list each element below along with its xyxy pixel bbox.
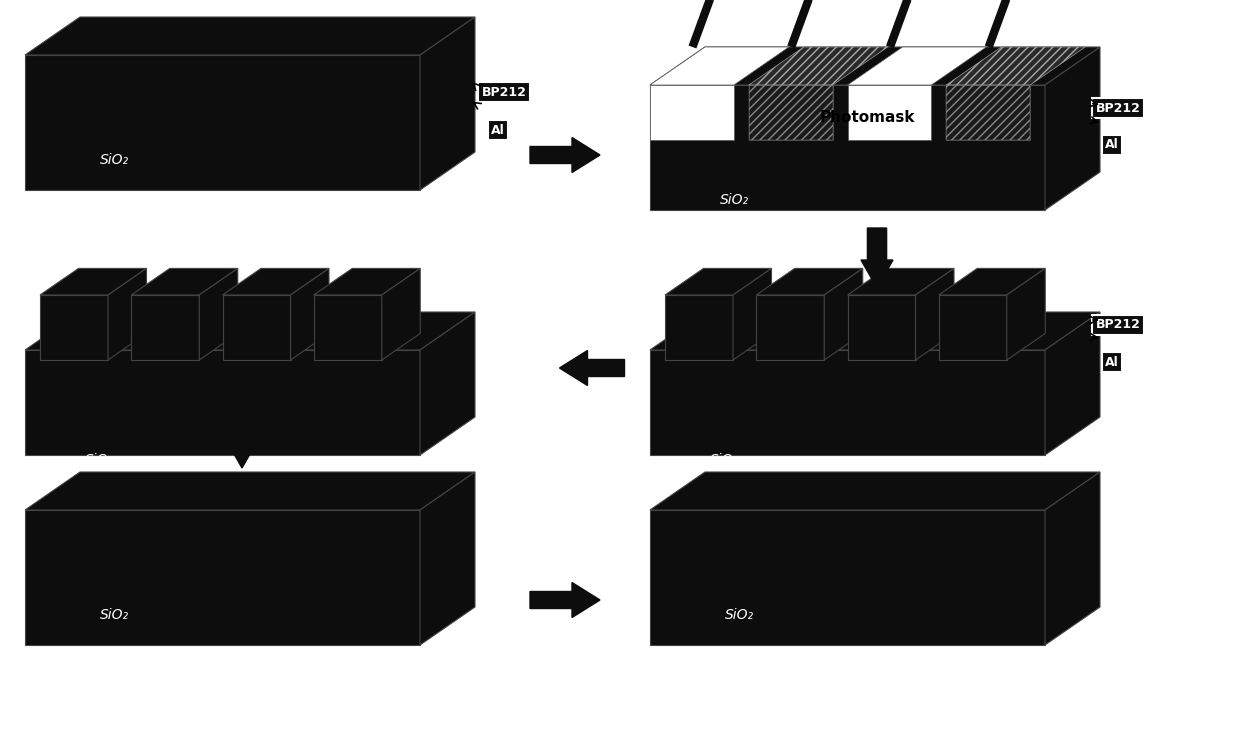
Text: Photomask: Photomask (820, 110, 915, 124)
Polygon shape (314, 269, 420, 295)
Polygon shape (200, 269, 238, 360)
Polygon shape (290, 269, 329, 360)
Polygon shape (650, 312, 1100, 350)
Polygon shape (847, 269, 954, 295)
FancyArrow shape (861, 228, 893, 288)
Polygon shape (847, 295, 915, 360)
Polygon shape (25, 510, 420, 645)
Polygon shape (131, 295, 200, 360)
Text: SiO₂: SiO₂ (100, 153, 129, 167)
Polygon shape (650, 85, 734, 140)
Polygon shape (749, 85, 833, 140)
Polygon shape (665, 269, 771, 295)
Polygon shape (314, 295, 382, 360)
Text: SiO₂: SiO₂ (100, 608, 129, 622)
Polygon shape (665, 295, 733, 360)
Text: Al: Al (1105, 356, 1118, 368)
Polygon shape (915, 269, 954, 360)
Polygon shape (382, 269, 420, 360)
Polygon shape (825, 269, 863, 360)
Polygon shape (733, 269, 771, 360)
Polygon shape (650, 85, 1045, 210)
Polygon shape (40, 269, 146, 295)
Polygon shape (25, 312, 475, 350)
Polygon shape (650, 350, 1045, 455)
FancyArrow shape (226, 408, 258, 468)
Polygon shape (749, 47, 888, 85)
Polygon shape (40, 295, 108, 360)
Polygon shape (25, 55, 420, 190)
Text: SiO₂: SiO₂ (725, 608, 754, 622)
Polygon shape (847, 47, 987, 85)
Polygon shape (650, 47, 789, 85)
Polygon shape (946, 47, 1085, 85)
Polygon shape (420, 312, 475, 455)
Text: BP212: BP212 (1096, 318, 1141, 332)
Polygon shape (1007, 269, 1045, 360)
FancyArrow shape (559, 351, 625, 386)
Text: Al: Al (491, 124, 505, 136)
Text: BP212: BP212 (1096, 102, 1141, 114)
Polygon shape (946, 85, 1030, 140)
Polygon shape (25, 17, 475, 55)
Text: BP212: BP212 (481, 86, 527, 99)
Polygon shape (131, 269, 238, 295)
Polygon shape (420, 472, 475, 645)
Polygon shape (420, 17, 475, 190)
Text: Al: Al (1105, 138, 1118, 152)
Polygon shape (847, 85, 931, 140)
Polygon shape (108, 269, 146, 360)
Polygon shape (222, 269, 329, 295)
Polygon shape (650, 47, 1100, 85)
Text: SiO₂: SiO₂ (711, 453, 739, 467)
Polygon shape (939, 269, 1045, 295)
Polygon shape (939, 295, 1007, 360)
Polygon shape (1045, 47, 1100, 210)
Polygon shape (756, 295, 825, 360)
Text: SiO₂: SiO₂ (86, 453, 114, 467)
Polygon shape (222, 295, 290, 360)
FancyArrow shape (529, 138, 600, 173)
Polygon shape (1045, 472, 1100, 645)
Polygon shape (25, 350, 420, 455)
Text: SiO₂: SiO₂ (720, 193, 749, 207)
Polygon shape (1045, 312, 1100, 455)
FancyArrow shape (529, 583, 600, 618)
Polygon shape (25, 472, 475, 510)
Polygon shape (756, 269, 863, 295)
Polygon shape (650, 510, 1045, 645)
Polygon shape (650, 472, 1100, 510)
